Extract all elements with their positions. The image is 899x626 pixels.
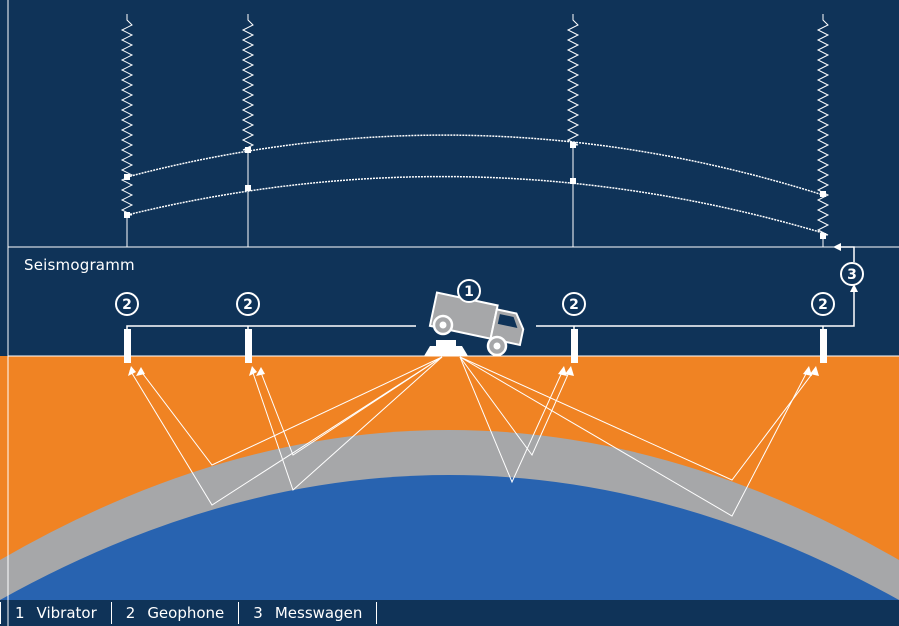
trace-1 bbox=[120, 14, 134, 247]
legend-label: Vibrator bbox=[36, 604, 97, 622]
svg-text:3: 3 bbox=[847, 267, 857, 283]
badge-geophone-2: 2 bbox=[236, 292, 260, 316]
ground-layers bbox=[0, 356, 899, 600]
ray-paths bbox=[129, 356, 816, 517]
geophone-1 bbox=[124, 329, 131, 363]
arrow-head bbox=[833, 243, 841, 251]
svg-text:2: 2 bbox=[569, 297, 579, 313]
svg-text:2: 2 bbox=[122, 297, 132, 313]
svg-text:2: 2 bbox=[818, 297, 828, 313]
geophones bbox=[124, 329, 827, 363]
legend-number: 2 bbox=[125, 604, 136, 622]
geophone-4 bbox=[820, 329, 827, 363]
seismogram-traces bbox=[120, 14, 830, 247]
legend-item-geophone: 2 Geophone bbox=[112, 602, 240, 624]
legend-number: 3 bbox=[253, 604, 263, 622]
blue-layer bbox=[0, 475, 899, 600]
legend-label: Geophone bbox=[147, 604, 225, 622]
geophone-3 bbox=[571, 329, 578, 363]
legend: 1 Vibrator 2 Geophone 3 Messwagen bbox=[0, 600, 440, 626]
truck-base-plate bbox=[424, 346, 468, 356]
badge-geophone-4: 2 bbox=[811, 292, 835, 316]
cable-arrow-head bbox=[850, 284, 858, 292]
svg-text:2: 2 bbox=[243, 297, 253, 313]
seismogram-label: Seismogramm bbox=[24, 256, 135, 274]
truck-base-pad bbox=[436, 340, 456, 346]
arc-markers bbox=[124, 142, 826, 239]
truck-window bbox=[497, 314, 518, 329]
badge-geophone-3: 2 bbox=[562, 292, 586, 316]
svg-text:1: 1 bbox=[464, 284, 474, 300]
badge-geophone-1: 2 bbox=[115, 292, 139, 316]
legend-item-messwagen: 3 Messwagen bbox=[239, 602, 378, 624]
legend-label: Messwagen bbox=[274, 604, 363, 622]
vibrator-truck bbox=[424, 291, 525, 357]
trace-3 bbox=[566, 14, 580, 247]
legend-number: 1 bbox=[15, 604, 25, 622]
trace-2 bbox=[241, 14, 255, 247]
legend-item-vibrator: 1 Vibrator bbox=[0, 602, 112, 624]
reflection-arc-2 bbox=[126, 175, 824, 234]
reflection-arc-1 bbox=[126, 134, 824, 196]
geophone-2 bbox=[245, 329, 252, 363]
ray-arrowheads bbox=[128, 366, 819, 376]
badge-truck: 3 bbox=[840, 262, 864, 286]
truck-to-seismogram-arrow bbox=[838, 246, 855, 262]
badge-vibrator: 1 bbox=[457, 279, 481, 303]
